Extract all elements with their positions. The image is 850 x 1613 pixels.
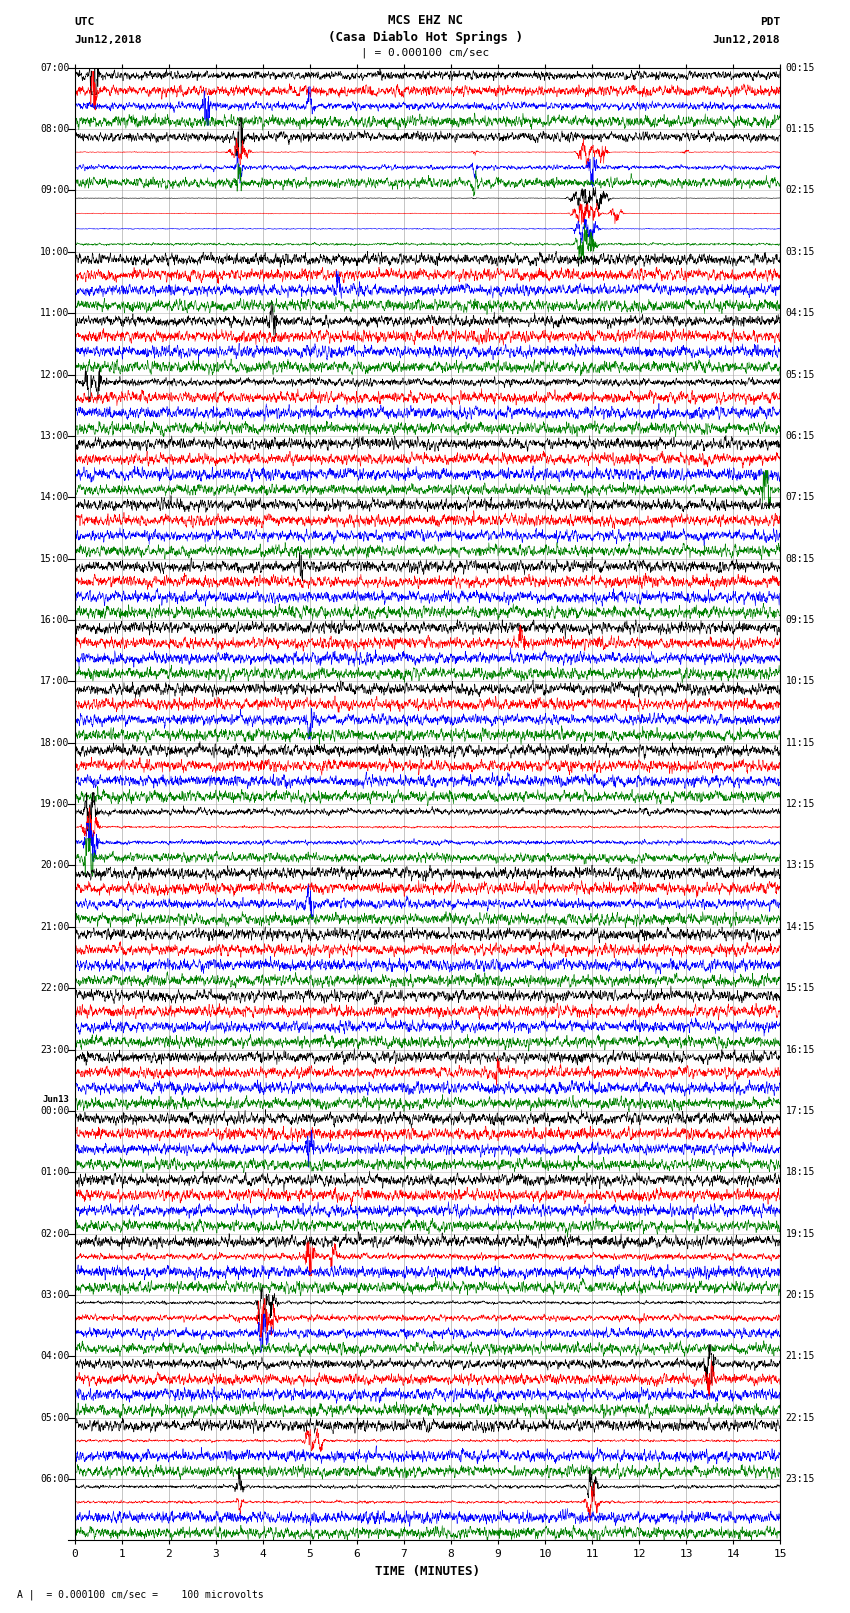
Text: 19:00: 19:00 xyxy=(40,798,70,810)
Text: 12:15: 12:15 xyxy=(785,798,815,810)
Text: 11:00: 11:00 xyxy=(40,308,70,318)
Text: MCS EHZ NC: MCS EHZ NC xyxy=(388,15,462,27)
Text: 21:00: 21:00 xyxy=(40,921,70,932)
Text: 20:15: 20:15 xyxy=(785,1290,815,1300)
Text: | = 0.000100 cm/sec: | = 0.000100 cm/sec xyxy=(361,47,489,58)
Text: 17:15: 17:15 xyxy=(785,1107,815,1116)
Text: 05:00: 05:00 xyxy=(40,1413,70,1423)
Text: 10:15: 10:15 xyxy=(785,676,815,687)
Text: 09:15: 09:15 xyxy=(785,615,815,624)
Text: 15:00: 15:00 xyxy=(40,553,70,563)
Text: Jun12,2018: Jun12,2018 xyxy=(75,35,142,45)
Text: 14:15: 14:15 xyxy=(785,921,815,932)
Text: 03:00: 03:00 xyxy=(40,1290,70,1300)
Text: 04:00: 04:00 xyxy=(40,1352,70,1361)
Text: 08:15: 08:15 xyxy=(785,553,815,563)
Text: 18:15: 18:15 xyxy=(785,1168,815,1177)
Text: 10:00: 10:00 xyxy=(40,247,70,256)
Text: 20:00: 20:00 xyxy=(40,860,70,871)
Text: 11:15: 11:15 xyxy=(785,737,815,748)
Text: 01:00: 01:00 xyxy=(40,1168,70,1177)
Text: 09:00: 09:00 xyxy=(40,185,70,195)
Text: 07:00: 07:00 xyxy=(40,63,70,73)
Text: 18:00: 18:00 xyxy=(40,737,70,748)
Text: 23:15: 23:15 xyxy=(785,1474,815,1484)
Text: 02:15: 02:15 xyxy=(785,185,815,195)
Text: Jun13: Jun13 xyxy=(42,1095,70,1105)
Text: 05:15: 05:15 xyxy=(785,369,815,379)
X-axis label: TIME (MINUTES): TIME (MINUTES) xyxy=(375,1565,480,1578)
Text: 06:00: 06:00 xyxy=(40,1474,70,1484)
Text: 15:15: 15:15 xyxy=(785,984,815,994)
Text: UTC: UTC xyxy=(75,18,95,27)
Text: 16:00: 16:00 xyxy=(40,615,70,624)
Text: 19:15: 19:15 xyxy=(785,1229,815,1239)
Text: 22:00: 22:00 xyxy=(40,984,70,994)
Text: 16:15: 16:15 xyxy=(785,1045,815,1055)
Text: Jun12,2018: Jun12,2018 xyxy=(713,35,780,45)
Text: 03:15: 03:15 xyxy=(785,247,815,256)
Text: 21:15: 21:15 xyxy=(785,1352,815,1361)
Text: 04:15: 04:15 xyxy=(785,308,815,318)
Text: 22:15: 22:15 xyxy=(785,1413,815,1423)
Text: A |  = 0.000100 cm/sec =    100 microvolts: A | = 0.000100 cm/sec = 100 microvolts xyxy=(17,1589,264,1600)
Text: 08:00: 08:00 xyxy=(40,124,70,134)
Text: 00:00: 00:00 xyxy=(40,1107,70,1116)
Text: 07:15: 07:15 xyxy=(785,492,815,502)
Text: 12:00: 12:00 xyxy=(40,369,70,379)
Text: 23:00: 23:00 xyxy=(40,1045,70,1055)
Text: 01:15: 01:15 xyxy=(785,124,815,134)
Text: 02:00: 02:00 xyxy=(40,1229,70,1239)
Text: 06:15: 06:15 xyxy=(785,431,815,440)
Text: 00:15: 00:15 xyxy=(785,63,815,73)
Text: (Casa Diablo Hot Springs ): (Casa Diablo Hot Springs ) xyxy=(327,31,523,44)
Text: 13:00: 13:00 xyxy=(40,431,70,440)
Text: PDT: PDT xyxy=(760,18,780,27)
Text: 17:00: 17:00 xyxy=(40,676,70,687)
Text: 13:15: 13:15 xyxy=(785,860,815,871)
Text: 14:00: 14:00 xyxy=(40,492,70,502)
